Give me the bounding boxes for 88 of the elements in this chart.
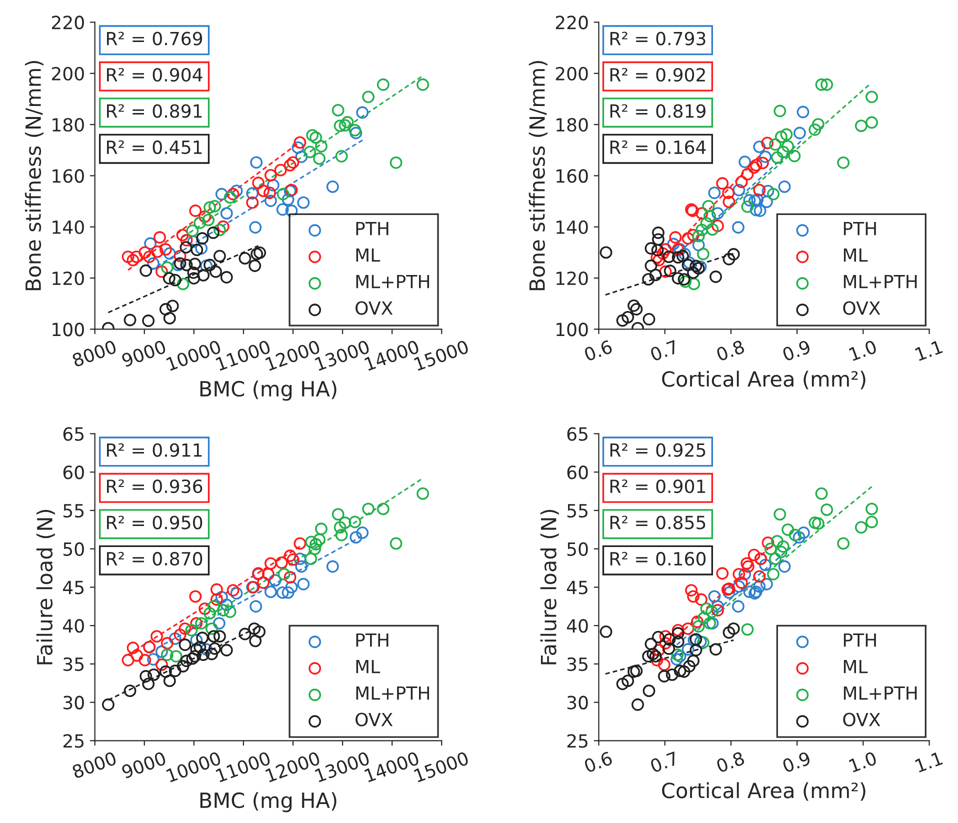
y-tick-label: 220 (52, 16, 84, 30)
legend-label: ML+PTH (844, 686, 917, 700)
legend-label: ML (356, 248, 380, 262)
y-axis-title: Failure load (N) (540, 510, 559, 664)
annotation: R² = 0.904 (107, 68, 202, 82)
y-tick-label: 160 (52, 169, 84, 183)
x-axis-title: Cortical Area (mm²) (662, 782, 866, 801)
y-tick-label: 30 (64, 696, 84, 710)
y-tick-label: 40 (63, 619, 84, 633)
y-axis-title: Bone stiffness (N/mm) (24, 61, 44, 290)
y-tick-label: 25 (63, 734, 84, 748)
annotation: R² = 0.819 (610, 104, 706, 118)
legend-label: ML+PTH (844, 274, 917, 288)
x-axis-title: Cortical Area (mm²) (662, 370, 866, 390)
annotation: R² = 0.950 (107, 516, 202, 530)
y-tick-label: 35 (64, 657, 84, 672)
x-tick-label: 9000 (120, 751, 167, 779)
x-tick-label: 0.6 (584, 751, 613, 773)
x-tick-label: 0.8 (716, 340, 746, 362)
y-tick-label: 160 (556, 169, 588, 183)
x-axis-title: BMC (mg HA) (200, 380, 336, 401)
y-tick-label: 55 (567, 504, 588, 518)
annotation: R² = 0.870 (107, 552, 202, 566)
y-tick-label: 140 (556, 220, 588, 234)
y-tick-label: 220 (556, 16, 588, 30)
annotation: R² = 0.936 (107, 479, 202, 494)
legend-label: ML+PTH (356, 686, 430, 700)
legend-label: OVX (356, 301, 393, 315)
x-tick-label: 1.0 (848, 340, 878, 362)
y-tick-label: 65 (63, 427, 84, 441)
legend-label: ML+PTH (356, 274, 430, 288)
legend-label: PTH (356, 222, 388, 236)
y-tick-label: 120 (556, 271, 588, 286)
legend-label: PTH (844, 633, 876, 647)
y-tick-label: 30 (567, 696, 588, 710)
y-tick-label: 100 (52, 322, 84, 336)
y-tick-label: 25 (567, 734, 588, 748)
y-tick-label: 45 (63, 580, 84, 594)
annotation: R² = 0.901 (610, 479, 706, 494)
annotation: R² = 0.925 (610, 443, 706, 457)
y-tick-label: 40 (566, 619, 588, 633)
x-tick-label: 9000 (120, 340, 167, 368)
legend-label: PTH (356, 633, 388, 647)
x-tick-label: 0.8 (716, 751, 746, 773)
legend-label: OVX (356, 712, 393, 726)
x-tick-label: 0.7 (650, 340, 679, 362)
legend-label: ML (356, 660, 380, 674)
y-tick-label: 200 (52, 66, 84, 80)
x-tick-label: 1.1 (914, 340, 943, 361)
legend-label: ML (844, 248, 868, 262)
x-tick-label: 0.6 (584, 340, 613, 362)
annotation: R² = 0.911 (107, 443, 202, 457)
x-tick-label: 8000 (72, 340, 118, 368)
y-tick-label: 35 (567, 657, 588, 672)
annotation: R² = 0.160 (610, 552, 706, 566)
y-tick-label: 50 (64, 542, 84, 556)
y-tick-label: 120 (52, 271, 84, 286)
annotation: R² = 0.164 (610, 140, 706, 154)
annotation: R² = 0.451 (107, 140, 202, 154)
legend-label: ML (844, 660, 868, 674)
x-tick-label: 0.9 (782, 751, 812, 773)
x-tick-label: 1.1 (914, 752, 943, 772)
y-axis-title: Failure load (N) (36, 510, 56, 664)
annotation: R² = 0.769 (107, 32, 202, 46)
x-axis-title: BMC (mg HA) (200, 792, 336, 812)
annotation: R² = 0.902 (610, 68, 705, 82)
x-tick-label: 0.9 (782, 340, 812, 362)
legend-label: PTH (844, 222, 876, 236)
y-tick-label: 180 (556, 118, 588, 132)
y-tick-label: 140 (52, 220, 84, 234)
y-tick-label: 60 (567, 466, 588, 480)
y-axis-title: Bone stiffness (N/mm) (528, 61, 548, 290)
x-tick-label: 1.0 (848, 751, 878, 773)
y-tick-label: 50 (567, 542, 588, 556)
x-tick-label: 0.7 (650, 751, 679, 773)
legend-label: OVX (843, 712, 880, 726)
legend-label: OVX (843, 301, 880, 315)
y-tick-label: 60 (63, 466, 84, 480)
annotation: R² = 0.855 (610, 516, 706, 530)
y-tick-label: 200 (556, 66, 588, 80)
x-tick-label: 8000 (72, 751, 118, 779)
y-tick-label: 45 (566, 580, 588, 594)
annotation: R² = 0.891 (107, 104, 202, 118)
y-tick-label: 180 (52, 118, 84, 132)
y-tick-label: 55 (64, 504, 84, 518)
annotation: R² = 0.793 (610, 32, 706, 46)
y-tick-label: 65 (567, 427, 588, 441)
y-tick-label: 100 (556, 322, 588, 336)
